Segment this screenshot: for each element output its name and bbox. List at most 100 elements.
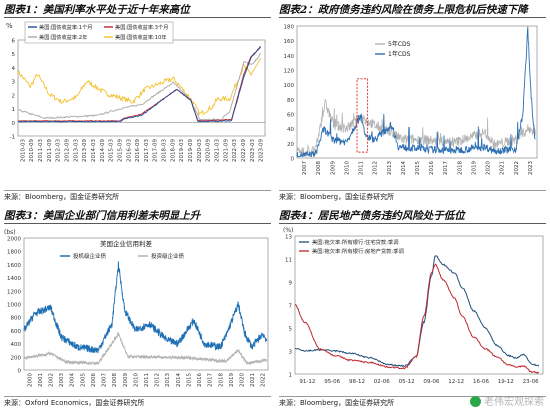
x-tick-label: 2019-03	[179, 139, 185, 162]
legend-label: 投机级企业债	[73, 252, 107, 260]
chart-title: 图表2：政府债务违约风险在债务上限危机后快速下降	[279, 4, 528, 16]
inner-title: 美国企业信用利差	[100, 239, 153, 248]
series-1m-yield	[17, 45, 261, 123]
y-tick-label: 1600	[7, 263, 21, 269]
x-tick-label: 2020	[239, 373, 245, 387]
y-tick-label: 140	[284, 54, 295, 60]
y-tick-label: 400	[11, 342, 22, 348]
x-tick-label: 2000	[27, 373, 33, 387]
chart-panel-1: 图表1：美国利率水平处于近十年来高位 % -1 0 1 2 3 4 5 6 2010-03 2010…	[0, 0, 275, 206]
chart-title: 图表4：居民地产债务违约风险处于低位	[279, 210, 465, 222]
y-tick-label: 600	[11, 329, 22, 335]
y-tick-label: 800	[11, 316, 22, 322]
y-tick-label: 3	[289, 350, 293, 356]
source-divider	[4, 190, 271, 191]
x-tick-label: 2004	[70, 373, 76, 387]
series-1y-cds	[296, 26, 536, 158]
legend-label: 5年CDS	[388, 40, 411, 48]
x-tick-label: 2019	[229, 373, 235, 387]
x-tick-label: 2003	[59, 373, 65, 387]
x-tick-label: 2018-09	[170, 139, 176, 162]
source-divider	[279, 190, 546, 191]
y-tick-label: 0	[18, 369, 22, 375]
wechat-icon	[470, 396, 481, 407]
title-divider	[279, 223, 546, 224]
x-tick-label: 2011	[144, 373, 150, 387]
y-tick-label: 1	[12, 107, 16, 113]
x-tick-label: 2013-09	[82, 139, 88, 162]
y-tick-label: -1	[10, 135, 15, 141]
y-tick-label: 5	[12, 52, 16, 58]
x-tick-label: 2018-03	[162, 139, 168, 162]
watermark: 老伟宏观探索	[470, 393, 544, 408]
series-3m-yield	[17, 47, 261, 122]
x-tick-label: 2001	[38, 373, 44, 387]
y-tick-label: 9	[289, 281, 293, 287]
x-tick-label: 02-06	[374, 379, 390, 385]
title-divider	[279, 17, 546, 18]
cds-chart: 0 20 40 60 80 100 120 140 160 180 2007 2008 2009 2010…	[284, 25, 538, 175]
y-tick-label: 120	[284, 69, 295, 75]
title-divider	[4, 223, 271, 224]
x-tick-label: 2016	[429, 161, 435, 175]
plot-frame	[296, 25, 538, 159]
series-10y-yield	[17, 57, 262, 117]
x-tick-label: 2012-09	[65, 139, 71, 162]
x-tick-label: 2020	[486, 161, 492, 175]
source-note: 来源：Bloomberg，国金证券研究所	[4, 193, 120, 201]
y-tick-label: 180	[284, 25, 295, 31]
x-tick-label: 2010-09	[29, 139, 35, 162]
y-axis-unit: %	[6, 22, 13, 30]
x-tick-label: 2013-03	[73, 139, 79, 162]
x-tick-label: 2018	[457, 161, 463, 175]
x-tick-label: 2008	[112, 373, 118, 387]
x-tick-label: 2019	[471, 161, 477, 175]
x-tick-label: 2006	[91, 373, 97, 387]
x-tick-label: 2018	[218, 373, 224, 387]
y-tick-label: 20	[287, 142, 294, 148]
crisis-highlight-box	[356, 78, 369, 153]
y-tick-label: 2000	[7, 237, 21, 243]
chart-panel-4: 图表4：居民地产债务违约风险处于低位 (%) 1 3 5 7 9 11 13 91-12 95-0…	[275, 206, 550, 412]
chart-title: 图表3：美国企业部门信用利差未明显上升	[4, 210, 201, 222]
x-tick-label: 2008	[316, 161, 322, 175]
series-real-estate-delinquency	[294, 263, 540, 374]
legend-label: 美国:拖欠率:所有银行:住宅贷款:季调	[312, 238, 399, 246]
y-tick-label: 1400	[7, 276, 21, 282]
x-tick-label: 2017	[208, 373, 214, 387]
x-tick-label: 2010	[344, 161, 350, 175]
legend-label: 美国:国债收益率:2年	[39, 33, 87, 41]
source-note: 来源：Oxford Economics，国金证券研究所	[4, 399, 145, 407]
x-tick-label: 2011	[359, 161, 365, 175]
plot-frame	[23, 237, 269, 371]
x-tick-label: 2022	[261, 373, 267, 387]
y-tick-label: 60	[287, 113, 294, 119]
x-tick-label: 2021	[250, 373, 256, 387]
x-tick-label: 2023	[528, 161, 534, 175]
y-tick-label: 80	[287, 98, 294, 104]
y-tick-label: 13	[285, 235, 292, 241]
x-tick-label: 19-12	[498, 379, 514, 385]
y-tick-label: 1200	[7, 289, 21, 295]
x-tick-label: 05-12	[399, 379, 415, 385]
source-note: 来源：Bloomberg，国金证券研究所	[279, 193, 395, 201]
x-tick-label: 2015-03	[109, 139, 115, 162]
y-tick-label: 6	[12, 39, 16, 45]
x-tick-label: 2023-09	[259, 139, 265, 162]
x-tick-label: 2017-03	[144, 139, 150, 162]
x-tick-label: 2007	[102, 373, 108, 387]
x-tick-label: 2014	[176, 373, 182, 387]
y-axis-unit: (%)	[283, 227, 293, 234]
chart-title: 图表1：美国利率水平处于近十年来高位	[4, 4, 190, 16]
source-divider	[4, 396, 271, 397]
legend-label: 美国:国债收益率:10年	[115, 33, 167, 41]
chart-panel-3: 图表3：美国企业部门信用利差未明显上升 (bs) 0 200 400 600 800 100…	[0, 206, 275, 412]
y-tick-label: 0	[291, 157, 295, 163]
legend-label: 美国:拖欠率:所有银行:房地产贷款:季调	[312, 247, 404, 255]
x-tick-label: 2021-09	[223, 139, 229, 162]
credit-spread-chart: (bs) 0 200 400 600 800 1000 1200 1400 1600 1800 200…	[4, 229, 269, 387]
legend-label: 投资级企业债	[151, 252, 185, 260]
y-tick-label: 2	[12, 93, 16, 99]
